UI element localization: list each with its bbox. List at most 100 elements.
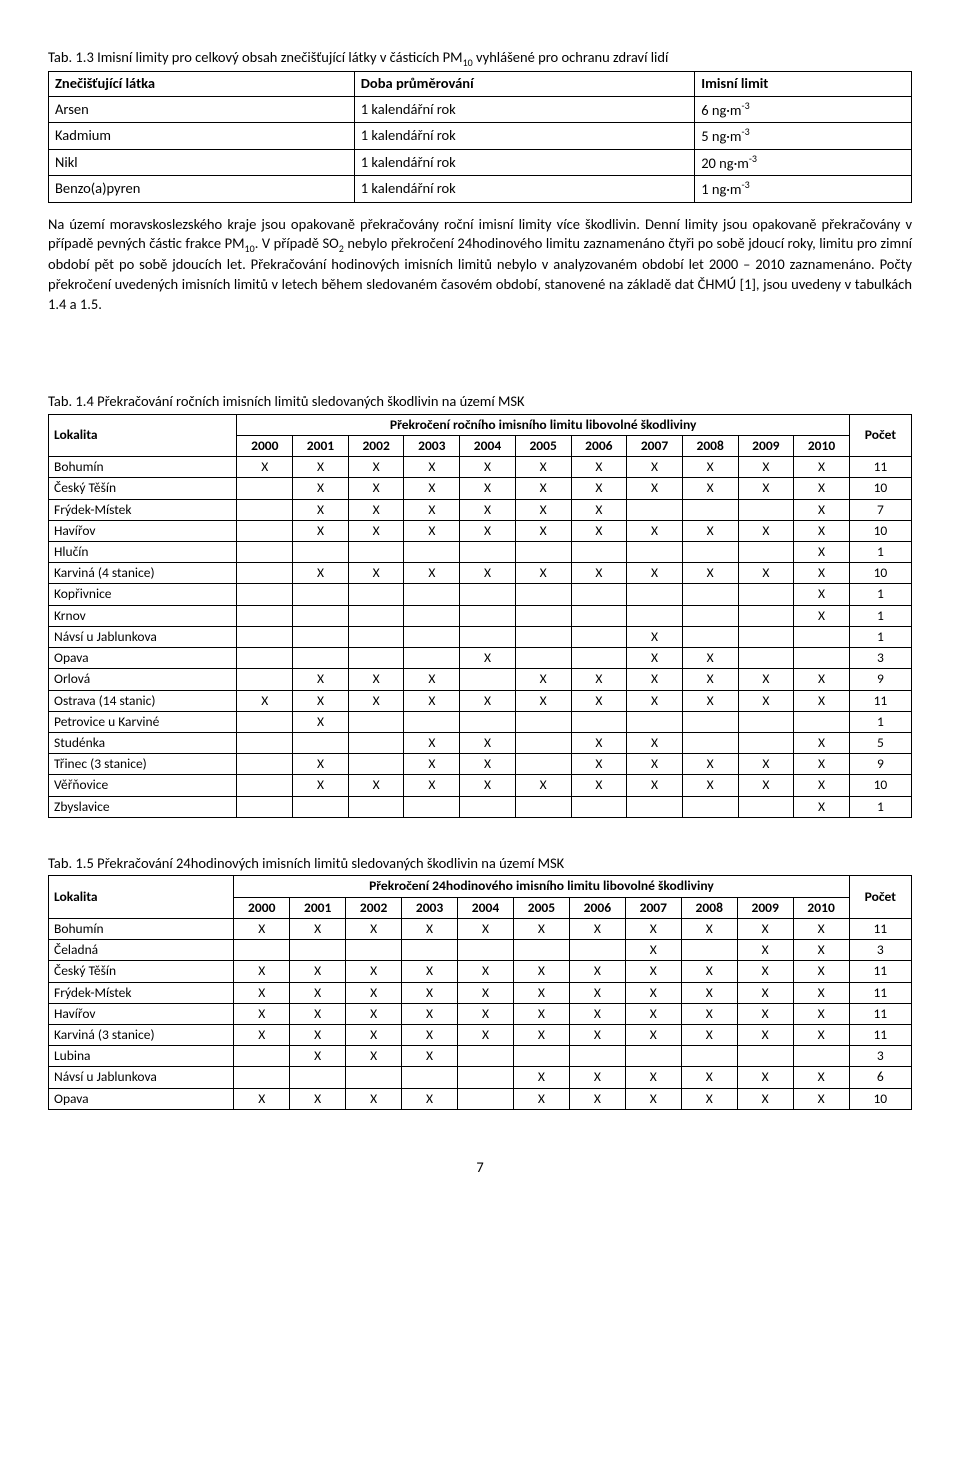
t1-h2: Imisní limit — [695, 72, 912, 97]
table-cell — [738, 733, 794, 754]
table-cell — [515, 584, 571, 605]
table-cell — [571, 542, 627, 563]
table-cell — [682, 605, 738, 626]
table-cell: X — [346, 982, 402, 1003]
table-cell: X — [346, 961, 402, 982]
table-cell: X — [682, 669, 738, 690]
table14: Lokalita Překročení ročního imisního lim… — [48, 414, 912, 818]
table-cell: X — [290, 982, 346, 1003]
table-cell — [627, 584, 683, 605]
table-cell — [515, 733, 571, 754]
table-cell: X — [627, 648, 683, 669]
table-cell: X — [237, 457, 293, 478]
t1-h1: Doba průměrování — [354, 72, 694, 97]
table-row-count: 10 — [849, 478, 911, 499]
table-cell: X — [738, 775, 794, 796]
table-cell: X — [793, 982, 849, 1003]
table-cell — [237, 711, 293, 732]
table-cell — [682, 733, 738, 754]
table-cell — [571, 584, 627, 605]
table-row-label: Hlučín — [49, 542, 237, 563]
table-cell — [627, 542, 683, 563]
table-row-label: Petrovice u Karviné — [49, 711, 237, 732]
table-cell: X — [569, 1003, 625, 1024]
table-cell: X — [460, 754, 516, 775]
table-row-label: Karviná (3 stanice) — [49, 1024, 234, 1045]
table-cell: X — [293, 690, 349, 711]
table-cell — [348, 648, 404, 669]
table-cell — [237, 499, 293, 520]
table-cell: X — [625, 1003, 681, 1024]
table-row-count: 11 — [849, 1024, 911, 1045]
table-cell — [346, 1067, 402, 1088]
table-cell: X — [346, 1046, 402, 1067]
table-cell: X — [681, 961, 737, 982]
table-cell: X — [513, 1088, 569, 1109]
table-row-label: Frýdek-Místek — [49, 982, 234, 1003]
para-p1sub: 10 — [245, 242, 255, 255]
table-cell: X — [290, 1003, 346, 1024]
table-cell — [571, 605, 627, 626]
table-cell — [293, 733, 349, 754]
table-cell — [348, 754, 404, 775]
table-cell: X — [402, 1003, 458, 1024]
table-cell: X — [625, 918, 681, 939]
table13-caption: Tab. 1.3 Imisní limity pro celkový obsah… — [48, 48, 912, 69]
table-cell — [460, 796, 516, 817]
table-cell: X — [346, 918, 402, 939]
table-cell: X — [290, 1088, 346, 1109]
table-cell — [234, 940, 290, 961]
table-cell — [237, 626, 293, 647]
table-cell — [458, 1046, 514, 1067]
t1-cell-pollutant: Arsen — [49, 96, 355, 122]
table-cell: X — [460, 499, 516, 520]
table-row-count: 9 — [849, 754, 911, 775]
table-cell: X — [402, 982, 458, 1003]
table-cell — [348, 584, 404, 605]
table-cell: X — [348, 690, 404, 711]
table-cell: X — [348, 499, 404, 520]
table-cell — [738, 542, 794, 563]
table-cell: X — [681, 1067, 737, 1088]
table-cell: X — [794, 478, 850, 499]
table-cell: X — [234, 1003, 290, 1024]
table-cell: X — [458, 918, 514, 939]
table-row-count: 1 — [849, 605, 911, 626]
table-cell — [460, 605, 516, 626]
table-cell — [794, 648, 850, 669]
table-cell: X — [737, 1024, 793, 1045]
t1-cell-limit: 20 ng·m-3 — [695, 149, 912, 175]
table-cell — [571, 796, 627, 817]
table-cell — [571, 648, 627, 669]
table-cell: X — [513, 1024, 569, 1045]
table-cell — [237, 605, 293, 626]
table-cell: X — [293, 478, 349, 499]
table-cell: X — [569, 1088, 625, 1109]
table-cell — [627, 499, 683, 520]
table-cell — [569, 1046, 625, 1067]
t1-h0: Znečišťující látka — [49, 72, 355, 97]
table-cell: X — [404, 733, 460, 754]
table-cell — [682, 711, 738, 732]
table-cell: X — [293, 563, 349, 584]
table-cell — [515, 754, 571, 775]
table-row-count: 5 — [849, 733, 911, 754]
table-row-count: 10 — [849, 775, 911, 796]
table-cell — [348, 605, 404, 626]
table-cell — [460, 542, 516, 563]
table-cell: X — [794, 542, 850, 563]
table-cell: X — [571, 457, 627, 478]
t1-cap-a: Tab. 1.3 Imisní limity pro celkový obsah… — [48, 48, 463, 66]
table-cell: X — [625, 982, 681, 1003]
table-cell — [234, 1046, 290, 1067]
table-cell: X — [737, 1088, 793, 1109]
table-row-label: Bohumín — [49, 918, 234, 939]
table-cell — [515, 605, 571, 626]
table-cell: X — [625, 961, 681, 982]
table-row-label: Krnov — [49, 605, 237, 626]
table-cell — [571, 711, 627, 732]
table-cell: X — [346, 1003, 402, 1024]
table-cell — [738, 584, 794, 605]
table-cell: X — [290, 1046, 346, 1067]
table-cell — [290, 940, 346, 961]
